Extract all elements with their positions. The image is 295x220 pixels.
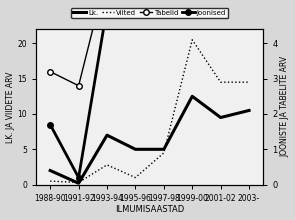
Viited <box>48 180 52 182</box>
Viited <box>77 181 80 184</box>
Lk. <box>191 95 194 98</box>
Viited <box>219 81 222 84</box>
Lk. <box>219 116 222 119</box>
Legend: Lk., Viited, Tabelid, Joonised: Lk., Viited, Tabelid, Joonised <box>71 8 228 18</box>
Viited <box>247 81 251 84</box>
Joonised <box>77 176 80 179</box>
Joonised <box>134 7 137 9</box>
Viited <box>191 38 194 41</box>
Lk. <box>134 148 137 151</box>
Tabelid <box>77 84 80 87</box>
Line: Tabelid: Tabelid <box>47 0 252 88</box>
Lk. <box>77 182 80 185</box>
Y-axis label: LK. JA VIIDETE ARV: LK. JA VIIDETE ARV <box>6 71 14 143</box>
Y-axis label: JOONISTE JA TABELITE ARV: JOONISTE JA TABELITE ARV <box>281 56 289 158</box>
Line: Joonised: Joonised <box>47 0 252 180</box>
Viited <box>162 152 165 154</box>
Line: Viited: Viited <box>50 40 249 183</box>
Joonised <box>105 7 109 9</box>
Joonised <box>48 123 52 126</box>
X-axis label: ILMUMISAASTAD: ILMUMISAASTAD <box>115 205 184 214</box>
Line: Lk.: Lk. <box>50 96 249 183</box>
Viited <box>105 163 109 166</box>
Lk. <box>105 134 109 136</box>
Lk. <box>162 148 165 151</box>
Viited <box>134 176 137 179</box>
Lk. <box>48 169 52 172</box>
Lk. <box>247 109 251 112</box>
Tabelid <box>48 70 52 73</box>
